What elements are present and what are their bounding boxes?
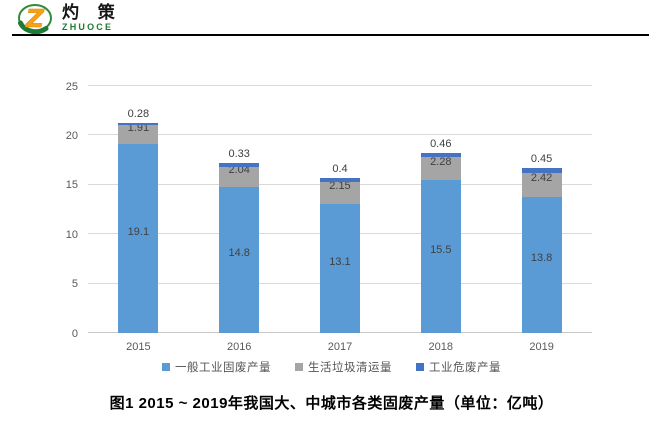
legend-item: 生活垃圾清运量: [295, 359, 392, 375]
bar-segment: [118, 122, 159, 126]
bar-segment: [319, 203, 360, 333]
svg-text:Z: Z: [25, 4, 45, 33]
bar-segment: [219, 186, 260, 333]
logo: Z 灼 策 ZHUOCE: [16, 2, 122, 34]
y-axis-tick-label: 10: [65, 228, 78, 241]
bar-column-2019: 13.8 2.42 0.45 2019: [491, 86, 592, 353]
bar-segment: [521, 172, 562, 197]
logo-name-en: ZHUOCE: [62, 22, 114, 32]
plot-area: 0 5 10 15 20 25 19.1 1.91 0.28 2015 14.8 2.04 0.33 20…: [66, 81, 592, 353]
data-label: 15.5: [430, 243, 452, 256]
data-label: 19.1: [127, 226, 150, 239]
legend-label: 工业危废产量: [429, 362, 501, 374]
x-axis-tick-label: 2016: [226, 341, 252, 353]
x-axis-tick-label: 2015: [126, 341, 151, 353]
x-axis-tick-label: 2018: [428, 341, 454, 353]
bar-segment: [118, 144, 159, 333]
legend-swatch-icon: [416, 363, 424, 371]
data-label: 2.04: [228, 164, 250, 177]
bar-stack: 13.1 2.15 0.4: [319, 163, 360, 333]
bar-column-2017: 13.1 2.15 0.4 2017: [290, 86, 391, 353]
gridline-y-25: [88, 85, 592, 86]
bar-column-2015: 19.1 1.91 0.28 2015: [88, 86, 189, 353]
legend-item: 一般工业固废产量: [162, 359, 271, 375]
bar-stack: 14.8 2.04 0.33: [219, 148, 260, 333]
bar-segment: [420, 157, 461, 180]
bar-stack: 15.5 2.28 0.46: [420, 138, 461, 333]
bar-segment: [420, 179, 461, 333]
y-axis-tick-label: 20: [65, 129, 78, 142]
y-axis-tick-label: 5: [71, 278, 78, 291]
x-axis-tick-label: 2019: [529, 341, 554, 353]
legend-swatch-icon: [295, 363, 303, 371]
bar-segment: [319, 182, 360, 204]
legend-label: 一般工业固废产量: [175, 362, 271, 374]
legend-swatch-icon: [162, 363, 170, 371]
bar-stack: 13.8 2.42 0.45: [521, 153, 562, 333]
bar-segment: [521, 168, 562, 173]
legend-item: 工业危废产量: [416, 359, 501, 375]
data-label: 2.28: [430, 156, 452, 169]
figure-caption: 图1 2015 ~ 2019年我国大、中城市各类固废产量（单位：亿吨）: [109, 395, 554, 412]
bar-segment: [420, 152, 461, 158]
bar-segment: [521, 196, 562, 333]
data-label-above: 0.4: [332, 163, 348, 176]
legend-label: 生活垃圾清运量: [308, 362, 392, 374]
bar-stack: 19.1 1.91 0.28: [118, 108, 159, 333]
data-label: 13.8: [530, 252, 553, 265]
x-axis-tick-label: 2017: [327, 341, 353, 353]
data-label-above: 0.28: [127, 107, 150, 120]
y-axis-tick-label: 0: [71, 327, 78, 340]
data-label-above: 0.33: [228, 148, 250, 161]
zhuoce-logo-icon: Z: [18, 4, 52, 34]
bar-segment: [219, 166, 260, 187]
logo-name-cn: 灼 策: [62, 3, 122, 22]
bar-column-2018: 15.5 2.28 0.46 2018: [390, 86, 491, 353]
data-label-above: 0.45: [530, 153, 553, 166]
bar-segment: [219, 163, 260, 167]
data-label: 2.15: [329, 180, 351, 193]
logo-text: 灼 策 ZHUOCE: [62, 2, 122, 33]
data-label: 2.42: [530, 172, 553, 185]
bar-column-2016: 14.8 2.04 0.33 2016: [189, 86, 290, 353]
y-axis-tick-label: 15: [65, 179, 78, 192]
y-axis-tick-label: 25: [65, 80, 78, 93]
gridline-y-20: [88, 134, 592, 136]
header-divider-line: [12, 34, 649, 36]
bar-segment: [319, 178, 360, 183]
data-label-above: 0.46: [430, 137, 452, 150]
data-label: 14.8: [228, 247, 250, 260]
data-label: 13.1: [329, 255, 351, 268]
bar-segment: [118, 125, 159, 145]
chart-legend: 一般工业固废产量 生活垃圾清运量 工业危废产量: [0, 359, 663, 375]
